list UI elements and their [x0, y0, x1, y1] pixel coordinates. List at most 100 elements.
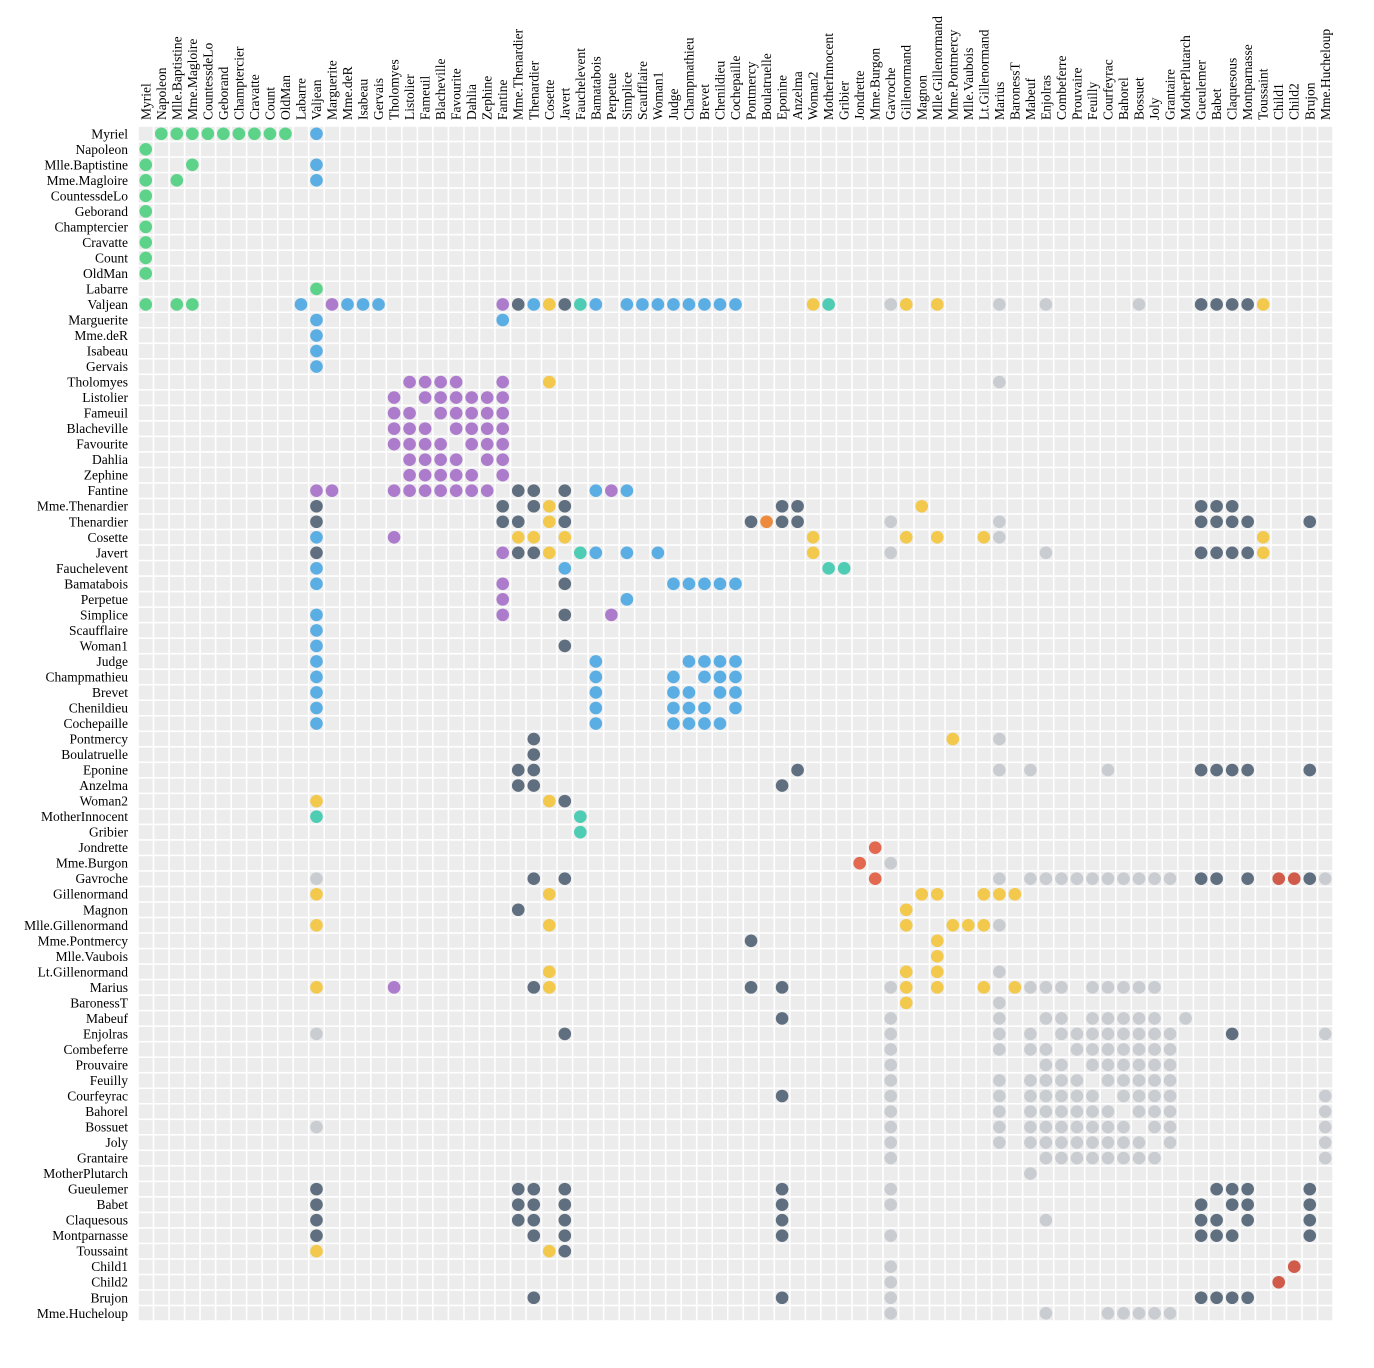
matrix-cell	[682, 607, 696, 622]
matrix-cell	[247, 654, 262, 669]
matrix-cell	[1085, 452, 1100, 467]
matrix-cell	[697, 1011, 712, 1026]
matrix-cell	[852, 530, 867, 545]
matrix-cell	[418, 173, 433, 188]
matrix-cell	[837, 452, 852, 467]
matrix-cell	[1256, 964, 1271, 979]
matrix-cell	[1007, 530, 1022, 545]
matrix-cell	[1038, 933, 1053, 948]
matrix-cell	[231, 794, 246, 809]
matrix-cell	[635, 1058, 650, 1072]
matrix-cell	[682, 173, 696, 188]
matrix-cell	[1225, 126, 1240, 141]
matrix-cell	[790, 825, 805, 840]
matrix-cell	[185, 390, 200, 405]
matrix-cell	[449, 188, 464, 203]
matrix-cell	[1147, 235, 1162, 250]
matrix-cell	[340, 794, 355, 809]
matrix-cell	[495, 638, 510, 653]
matrix-cell	[573, 732, 588, 746]
matrix-cell	[1070, 778, 1084, 793]
matrix-cell	[1085, 204, 1100, 219]
matrix-cell	[914, 188, 929, 203]
matrix-cell	[138, 514, 153, 529]
matrix-cell	[1178, 902, 1193, 917]
matrix-cell	[231, 1058, 246, 1072]
matrix-cell	[480, 1073, 495, 1088]
matrix-cell	[1287, 142, 1302, 157]
matrix-cell	[945, 126, 960, 141]
matrix-cell	[169, 514, 184, 529]
matrix-cell	[899, 1011, 914, 1026]
matrix-cell	[945, 375, 960, 390]
matrix-cell	[185, 545, 200, 560]
matrix-cell	[1038, 173, 1053, 188]
matrix-cell	[899, 250, 914, 265]
matrix-cell	[1116, 747, 1131, 762]
matrix-cell	[899, 1089, 914, 1103]
matrix-cell	[542, 1026, 557, 1041]
matrix-cell	[325, 530, 339, 545]
matrix-cell	[588, 933, 603, 948]
matrix-cell	[1271, 918, 1286, 933]
matrix-cell	[1318, 266, 1333, 281]
matrix-cell	[1287, 1089, 1302, 1103]
matrix-cell	[1271, 685, 1286, 700]
matrix-cell	[154, 328, 169, 343]
matrix-cell	[635, 452, 650, 467]
matrix-cell	[682, 266, 696, 281]
matrix-cell	[138, 964, 153, 979]
matrix-cell	[883, 902, 898, 917]
matrix-cell	[976, 1042, 991, 1057]
matrix-cell	[604, 375, 619, 390]
matrix-cell	[1101, 219, 1115, 234]
matrix-cell	[1023, 142, 1038, 157]
matrix-cell	[713, 1011, 727, 1026]
matrix-cell	[526, 313, 541, 327]
matrix-cell	[1132, 344, 1146, 358]
matrix-cell	[1256, 592, 1271, 607]
matrix-cell	[449, 964, 464, 979]
matrix-cell	[821, 250, 836, 265]
matrix-cell	[650, 126, 665, 141]
matrix-cell	[464, 344, 479, 358]
matrix-cell	[1147, 545, 1162, 560]
matrix-cell	[914, 701, 929, 715]
matrix-cell	[325, 157, 339, 172]
matrix-cell	[697, 282, 712, 296]
matrix-cell	[216, 561, 231, 576]
matrix-cell	[666, 995, 681, 1010]
matrix-cell	[1054, 825, 1069, 840]
matrix-cell	[200, 654, 215, 669]
matrix-cell	[1147, 716, 1162, 731]
matrix-cell	[325, 421, 339, 436]
matrix-cell	[185, 670, 200, 684]
matrix-cell	[945, 328, 960, 343]
matrix-cell	[1147, 747, 1162, 762]
matrix-cell	[1240, 328, 1255, 343]
matrix-cell	[1054, 545, 1069, 560]
matrix-cell	[371, 856, 386, 871]
matrix-cell	[278, 1120, 293, 1134]
matrix-cell	[992, 344, 1007, 358]
matrix-cell	[1209, 188, 1224, 203]
matrix-cell	[914, 250, 929, 265]
matrix-cell	[247, 794, 262, 809]
matrix-cell	[619, 623, 634, 638]
matrix-cell	[1070, 173, 1084, 188]
matrix-cell	[790, 142, 805, 157]
matrix-cell	[945, 871, 960, 886]
matrix-cell	[713, 157, 727, 172]
matrix-cell	[1038, 747, 1053, 762]
matrix-cell	[1178, 1120, 1193, 1134]
matrix-cell	[588, 638, 603, 653]
matrix-cell	[759, 747, 774, 762]
matrix-cell	[1132, 561, 1146, 576]
matrix-cell	[1054, 437, 1069, 452]
matrix-cell	[542, 623, 557, 638]
matrix-cell	[945, 545, 960, 560]
matrix-cell	[309, 452, 324, 467]
matrix-cell	[728, 235, 743, 250]
matrix-cell	[1256, 716, 1271, 731]
matrix-cell	[1147, 173, 1162, 188]
